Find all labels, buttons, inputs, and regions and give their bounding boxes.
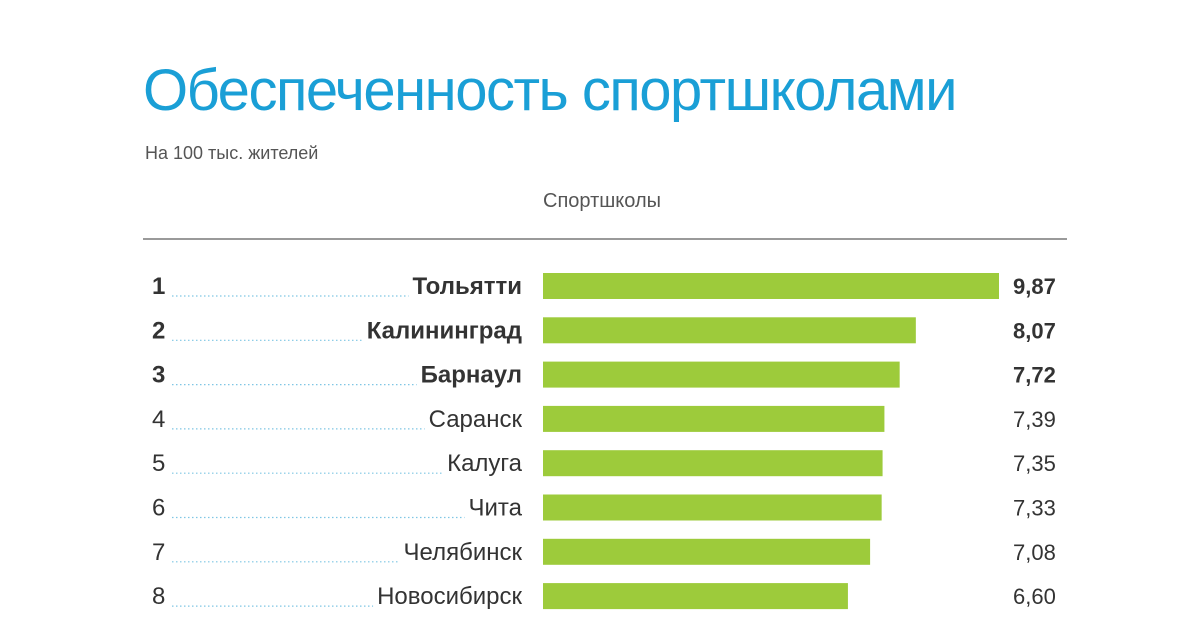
category-label: Чита (469, 495, 523, 522)
value-label: 6,60 (1013, 584, 1056, 609)
bar (543, 405, 885, 432)
value-label: 9,87 (1013, 274, 1056, 299)
value-label: 8,07 (1013, 318, 1056, 343)
chart-title: Обеспеченность спортшколами (143, 58, 958, 123)
category-label: Калуга (447, 450, 523, 477)
rank-label: 2 (152, 317, 165, 344)
value-label: 7,08 (1013, 540, 1056, 565)
category-label: Калининград (367, 317, 522, 344)
rank-label: 8 (152, 583, 165, 610)
rank-label: 4 (152, 406, 165, 433)
value-label: 7,33 (1013, 496, 1056, 521)
rank-label: 1 (152, 273, 165, 300)
bar (543, 583, 848, 610)
category-label: Новосибирск (377, 583, 522, 610)
bar (543, 317, 916, 344)
bar (543, 273, 999, 299)
rank-label: 3 (152, 362, 165, 389)
value-label: 7,72 (1013, 363, 1056, 388)
bar (543, 538, 871, 565)
header-divider (143, 238, 1067, 240)
value-label: 7,35 (1013, 451, 1056, 476)
chart-subtitle: На 100 тыс. жителей (145, 143, 319, 163)
bar (543, 450, 883, 477)
bar (543, 361, 900, 388)
bar (543, 494, 882, 521)
value-label: 7,39 (1013, 407, 1056, 432)
rank-label: 7 (152, 539, 165, 566)
category-label: Челябинск (404, 539, 523, 566)
rank-label: 5 (152, 450, 165, 477)
category-label: Тольятти (413, 273, 522, 300)
rank-label: 6 (152, 495, 165, 522)
column-header: Спортшколы (543, 190, 661, 212)
category-label: Барнаул (421, 362, 522, 389)
category-label: Саранск (429, 406, 523, 433)
